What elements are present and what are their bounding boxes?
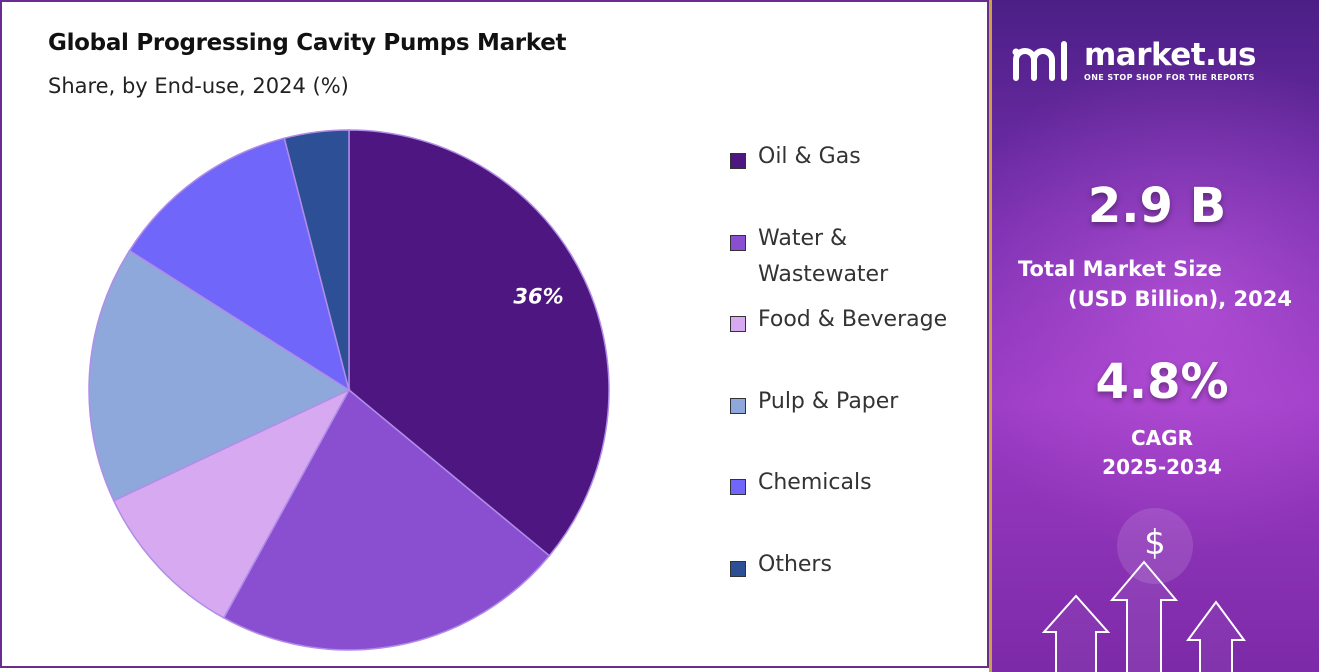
growth-arrows-icon: $ — [1041, 508, 1246, 672]
pie-slice-others — [283, 129, 350, 391]
legend-label: Chemicals — [758, 470, 872, 495]
legend-item: Pulp & Paper — [730, 389, 978, 420]
pie-slice-food-beverage — [112, 388, 351, 619]
pie-data-label: 36% — [513, 285, 563, 309]
market-us-logo-icon — [1012, 41, 1067, 81]
legend-item: Water & Wastewater — [730, 226, 978, 293]
chart-subtitle: Share, by End-use, 2024 (%) — [48, 74, 349, 98]
legend-swatch — [730, 235, 746, 251]
legend-item: Others — [730, 552, 978, 583]
legend-item: Oil & Gas — [730, 144, 978, 175]
pie-slice-chemicals — [128, 137, 351, 392]
pie-slice-pulp-paper — [88, 249, 351, 502]
pie-slice-oil-gas — [348, 129, 610, 557]
market-size-label-line2: (USD Billion), 2024 — [1067, 287, 1292, 311]
legend-swatch — [730, 479, 746, 495]
pie-slice-water-wastewater — [222, 388, 551, 651]
market-size-label-line1: Total Market Size — [1018, 257, 1222, 281]
legend-swatch — [730, 316, 746, 332]
legend-label: Others — [758, 552, 832, 577]
market-size-label: Total Market Size (USD Billion), 2024 — [1018, 254, 1298, 314]
brand-tagline: ONE STOP SHOP FOR THE REPORTS — [1084, 72, 1255, 82]
legend-item: Chemicals — [730, 470, 978, 501]
legend-label: Pulp & Paper — [758, 389, 899, 414]
brand-name: market.us — [1084, 36, 1256, 73]
legend-label: Water & Wastewater — [758, 226, 889, 287]
brand: market.us ONE STOP SHOP FOR THE REPORTS — [1012, 38, 1256, 82]
legend-swatch — [730, 561, 746, 577]
cagr-label-line2: 2025-2034 — [1102, 455, 1222, 479]
cagr-label-line1: CAGR — [1131, 426, 1193, 450]
promo-panel: market.us ONE STOP SHOP FOR THE REPORTS … — [989, 0, 1319, 672]
chart-panel: Global Progressing Cavity Pumps Market S… — [0, 0, 989, 668]
cagr-value: 4.8% — [1095, 354, 1229, 410]
chart-title: Global Progressing Cavity Pumps Market — [48, 30, 567, 56]
cagr-label: CAGR 2025-2034 — [992, 424, 1319, 482]
market-size-value: 2.9 B — [1087, 178, 1227, 234]
dollar-sign-icon: $ — [1144, 523, 1166, 563]
legend-swatch — [730, 398, 746, 414]
legend-label: Food & Beverage — [758, 307, 948, 332]
legend-item: Food & Beverage — [730, 307, 978, 338]
chart-legend: Oil & Gas Water & Wastewater Food & Bevera… — [730, 2, 990, 666]
legend-swatch — [730, 153, 746, 169]
pie-chart: 36% — [88, 129, 610, 651]
legend-label: Oil & Gas — [758, 144, 861, 169]
